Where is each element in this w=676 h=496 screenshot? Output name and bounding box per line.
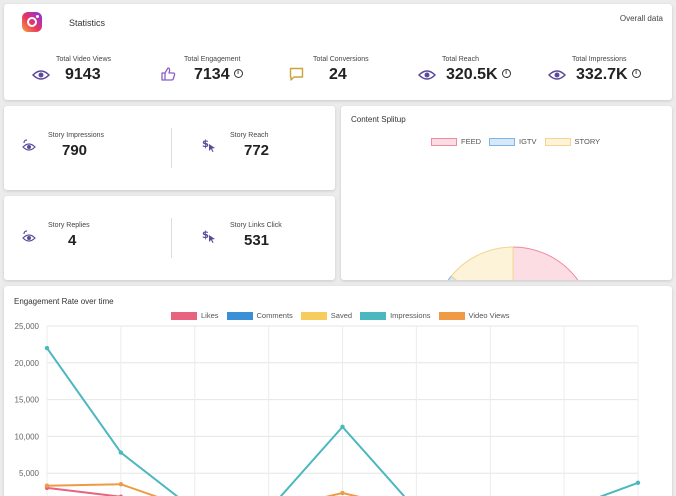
- stat-value: 7134: [194, 66, 230, 83]
- legend-swatch: [438, 311, 465, 320]
- legend-swatch: [431, 137, 457, 146]
- data-point[interactable]: [118, 482, 124, 487]
- legend-label: Video Views: [468, 311, 510, 320]
- chart-legend: Likes Comments Saved Impressions Video Views: [171, 311, 518, 320]
- overview-card: Statistics Overall data Total Video View…: [4, 4, 672, 100]
- stat-value-wrap: 7134 i: [194, 66, 243, 84]
- data-point[interactable]: [44, 345, 50, 351]
- stat-label: Total Reach: [442, 56, 479, 63]
- legend-item[interactable]: Impressions: [360, 311, 431, 320]
- legend-item[interactable]: Video Views: [438, 311, 510, 320]
- story-card-top: Story Impressions 790 $ Story Reach 772: [4, 106, 335, 190]
- stat-value: 4: [68, 232, 77, 249]
- y-tick-label: 20,000: [15, 359, 40, 368]
- info-icon[interactable]: i: [233, 69, 243, 79]
- stat-value: 24: [329, 66, 347, 83]
- legend-label: Likes: [201, 311, 219, 320]
- data-point[interactable]: [340, 424, 345, 430]
- app-title: Statistics: [69, 18, 106, 28]
- legend-item[interactable]: FEED: [431, 137, 481, 146]
- divider: [171, 128, 172, 168]
- overall-data-link[interactable]: Overall data: [619, 14, 663, 23]
- stat-value: 531: [244, 232, 270, 249]
- stat-value: 332.7K: [576, 66, 628, 83]
- svg-text:$: $: [202, 230, 209, 241]
- legend-label: Impressions: [390, 311, 431, 320]
- stat-value: 320.5K: [446, 66, 498, 83]
- legend-swatch: [171, 311, 197, 320]
- legend-item[interactable]: STORY: [544, 137, 601, 146]
- thumbs-up-icon: [161, 67, 176, 81]
- data-point[interactable]: [635, 480, 641, 485]
- legend-item[interactable]: Comments: [226, 311, 293, 320]
- eye-icon: [418, 70, 436, 80]
- legend-swatch: [544, 137, 571, 146]
- legend-item[interactable]: Saved: [300, 311, 353, 320]
- stat-label: Total Engagement: [184, 56, 241, 63]
- stat-value-wrap: 320.5K i: [446, 66, 511, 84]
- legend-swatch: [360, 311, 387, 320]
- story-replies-icon: [22, 230, 36, 242]
- legend-swatch: [226, 311, 253, 320]
- dollar-cursor-icon: $: [202, 230, 215, 243]
- stat-label: Total Impressions: [572, 56, 627, 63]
- legend-item[interactable]: IGTV: [489, 137, 537, 146]
- donut-slice-feed[interactable]: [433, 246, 593, 280]
- legend-item[interactable]: Likes: [171, 311, 219, 320]
- divider: [171, 218, 172, 258]
- legend-swatch: [300, 311, 327, 320]
- info-icon[interactable]: i: [631, 69, 641, 79]
- story-impressions-icon: [22, 139, 36, 151]
- stat-value: 790: [62, 142, 88, 159]
- data-point[interactable]: [44, 483, 50, 488]
- stat-value-wrap: 332.7K i: [576, 66, 641, 84]
- legend-swatch: [489, 137, 516, 146]
- card-title: Content Splitup: [351, 115, 406, 124]
- eye-icon: [548, 70, 566, 80]
- eye-icon: [32, 70, 50, 80]
- stat-label: Story Impressions: [48, 132, 105, 139]
- dollar-cursor-icon: $: [202, 139, 215, 152]
- donut-slice-story[interactable]: [450, 246, 514, 280]
- legend-label: Saved: [330, 311, 353, 320]
- chart-legend: FEED IGTV STORY: [431, 137, 608, 146]
- svg-text:$: $: [202, 139, 209, 150]
- instagram-logo-icon: [22, 12, 42, 32]
- info-icon[interactable]: i: [501, 69, 511, 79]
- stat-label: Total Video Views: [56, 56, 111, 63]
- y-tick-label: 25,000: [15, 322, 40, 331]
- stat-value: 9143: [65, 66, 101, 83]
- engagement-card: Engagement Rate over time Likes Comments S…: [4, 286, 672, 496]
- donut-chart: [433, 246, 593, 280]
- card-title: Engagement Rate over time: [14, 297, 114, 306]
- data-point[interactable]: [118, 450, 124, 455]
- y-tick-label: 15,000: [15, 396, 40, 405]
- y-tick-label: 10,000: [15, 432, 40, 441]
- data-point[interactable]: [340, 490, 345, 496]
- y-tick-label: 5,000: [19, 469, 40, 478]
- content-splitup-card: Content Splitup FEED IGTV STORY: [341, 106, 672, 280]
- legend-label: FEED: [461, 137, 482, 146]
- legend-label: Comments: [256, 311, 293, 320]
- legend-label: IGTV: [519, 137, 537, 146]
- stat-label: Story Replies: [48, 222, 90, 229]
- story-card-bottom: Story Replies 4 $ Story Links Click 531: [4, 196, 335, 280]
- comment-icon: [289, 67, 304, 81]
- line-chart: 25,000 20,000 15,000 10,000 5,000: [15, 322, 641, 496]
- stat-label: Story Reach: [230, 132, 269, 139]
- legend-label: STORY: [574, 137, 601, 146]
- stat-label: Story Links Click: [230, 222, 282, 229]
- stat-value: 772: [244, 142, 270, 159]
- stat-label: Total Conversions: [313, 56, 369, 63]
